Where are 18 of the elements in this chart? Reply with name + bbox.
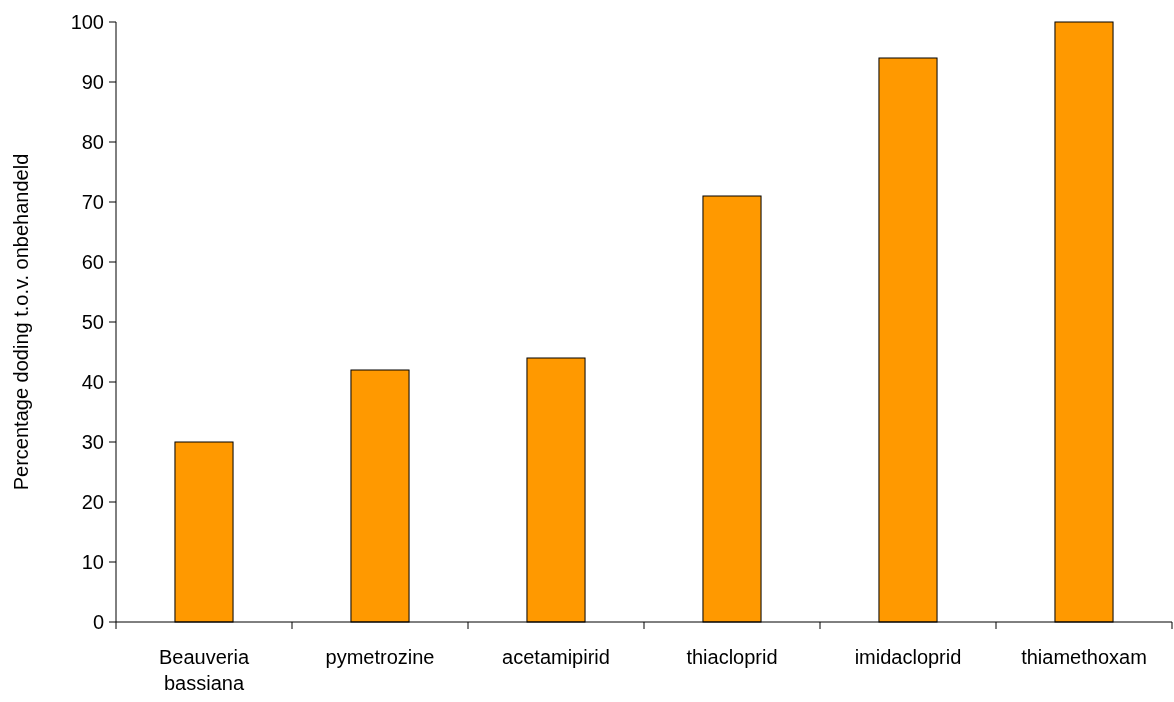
y-tick-label: 10 [81,551,104,573]
x-tick-label: pymetrozine [325,646,435,668]
y-tick-label: 50 [81,311,104,333]
y-tick-label: 20 [81,491,104,513]
x-tick-label: imidacloprid [854,646,962,668]
y-tick-label: 90 [81,71,104,93]
x-tick-label: acetamipirid [502,646,610,668]
y-tick-label: 80 [81,131,104,153]
x-tick-label: Beauveria bassiana [158,646,250,694]
x-tick-label: thiacloprid [686,646,778,668]
y-tick-label: 60 [81,251,104,273]
y-tick-label: 30 [81,431,104,453]
y-tick-label: 100 [70,11,104,33]
y-tick-label: 40 [81,371,104,393]
y-tick-label: 70 [81,191,104,213]
y-axis-title: Percentage doding t.o.v. onbehandeld [10,153,32,491]
x-tick-label: thiamethoxam [1021,646,1147,668]
y-tick-label: 0 [92,611,104,633]
